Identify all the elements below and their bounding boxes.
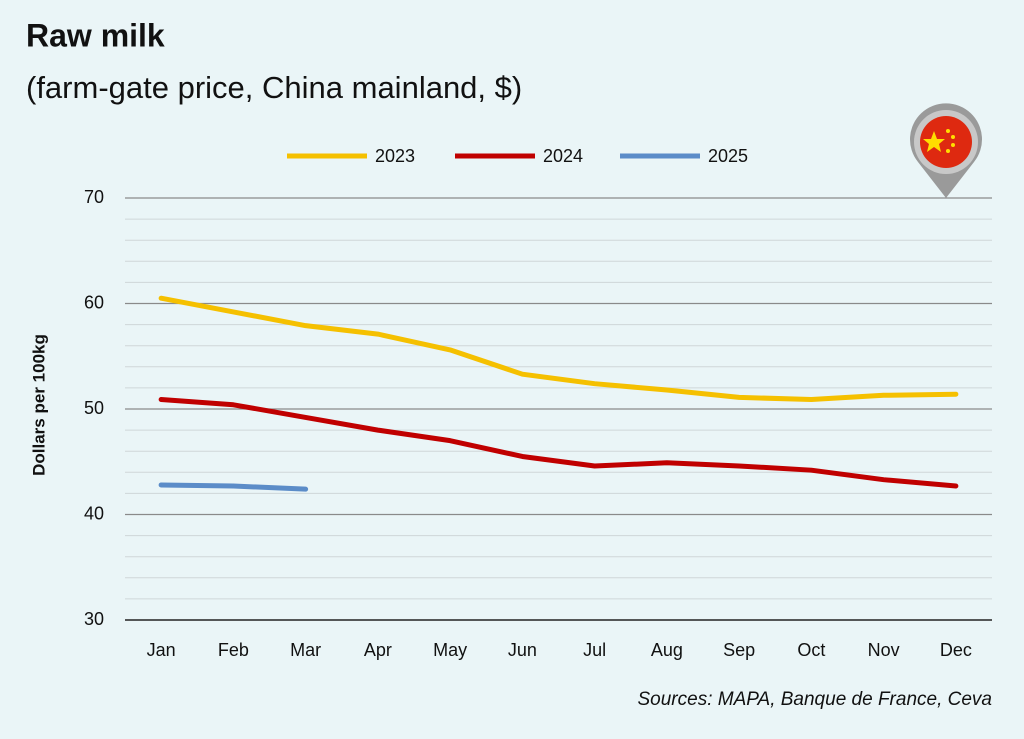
y-tick-label: 40	[84, 503, 104, 523]
y-tick-label: 50	[84, 398, 104, 418]
legend-label: 2025	[708, 146, 748, 166]
flag-pin	[910, 103, 983, 198]
x-tick-label: Jul	[583, 640, 606, 660]
x-tick-label: Apr	[364, 640, 392, 660]
chart-subtitle: (farm-gate price, China mainland, $)	[26, 70, 522, 105]
series-line	[158, 295, 959, 403]
source-note: Sources: MAPA, Banque de France, Ceva	[638, 689, 993, 710]
y-tick-label: 70	[84, 187, 104, 207]
x-tick-label: Oct	[797, 640, 825, 660]
y-tick-label: 60	[84, 292, 104, 312]
legend-label: 2024	[543, 146, 583, 166]
chart-title: Raw milk	[26, 17, 165, 53]
x-tick-label: Jun	[508, 640, 537, 660]
x-tick-label: Aug	[651, 640, 683, 660]
x-tick-label: Mar	[290, 640, 321, 660]
x-tick-label: Dec	[940, 640, 972, 660]
series-line	[158, 482, 309, 492]
x-tick-label: Feb	[218, 640, 249, 660]
x-tick-label: Nov	[868, 640, 900, 660]
legend-label: 2023	[375, 146, 415, 166]
x-tick-label: Jan	[147, 640, 176, 660]
series-line	[158, 397, 959, 489]
y-axis-label: Dollars per 100kg	[29, 334, 48, 476]
x-tick-label: Sep	[723, 640, 755, 660]
x-tick-label: May	[433, 640, 467, 660]
y-tick-label: 30	[84, 609, 104, 629]
